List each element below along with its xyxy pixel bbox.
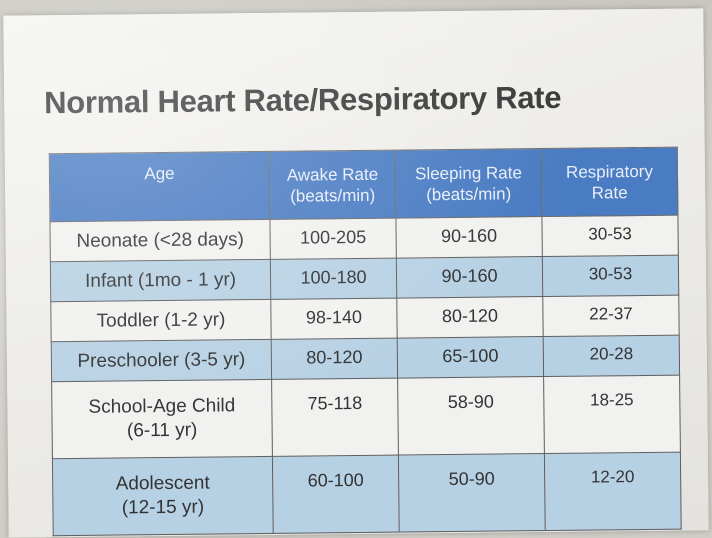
age-text-line-2: (6-11 yr) <box>126 419 198 442</box>
header-respiratory-line-2: Rate <box>591 182 628 203</box>
cell-awake-rate: 100-205 <box>269 218 397 260</box>
age-text-line-2: (12-15 yr) <box>121 496 205 519</box>
table-row-toddler: Toddler (1-2 yr) 98-140 80-120 22-37 <box>50 295 680 342</box>
table-row-school-age: School-Age Child (6-11 yr) 75-118 58-90 … <box>51 375 681 459</box>
laminated-sheet: Normal Heart Rate/Respiratory Rate Age A… <box>3 8 709 538</box>
cell-age: Infant (1mo - 1 yr) <box>50 259 271 302</box>
header-awake-line-2: (beats/min) <box>290 185 376 206</box>
table-header-row: Age Awake Rate (beats/min) Sleeping Rate… <box>49 147 678 222</box>
cell-sleeping-rate: 58-90 <box>397 376 545 456</box>
table-row-neonate: Neonate (<28 days) 100-205 90-160 30-53 <box>49 215 679 262</box>
header-age-line-1: Age <box>144 163 175 184</box>
header-sleeping-rate: Sleeping Rate (beats/min) <box>395 148 542 219</box>
cell-respiratory-rate: 30-53 <box>542 255 679 297</box>
age-text: Toddler (1-2 yr) <box>96 308 226 332</box>
vital-signs-table: Age Awake Rate (beats/min) Sleeping Rate… <box>49 147 682 537</box>
cell-respiratory-rate: 22-37 <box>542 295 680 337</box>
age-text: Infant (1mo - 1 yr) <box>84 268 237 292</box>
cell-awake-rate: 98-140 <box>270 298 398 340</box>
header-respiratory-line-1: Respiratory <box>565 161 653 182</box>
cell-age: Neonate (<28 days) <box>49 219 271 262</box>
cell-sleeping-rate: 50-90 <box>398 453 546 533</box>
page-title: Normal Heart Rate/Respiratory Rate <box>44 79 562 121</box>
cell-awake-rate: 75-118 <box>271 378 399 457</box>
cell-respiratory-rate: 20-28 <box>543 335 680 377</box>
cell-respiratory-rate: 30-53 <box>541 215 679 257</box>
age-text-line-1: School-Age Child <box>88 395 236 418</box>
header-awake-line-1: Awake Rate <box>286 164 379 185</box>
header-awake-rate: Awake Rate (beats/min) <box>269 150 396 220</box>
age-text-line-1: Adolescent <box>115 472 210 495</box>
cell-age: Adolescent (12-15 yr) <box>52 456 274 536</box>
cell-awake-rate: 100-180 <box>270 258 397 300</box>
header-sleeping-line-2: (beats/min) <box>426 183 512 204</box>
cell-sleeping-rate: 80-120 <box>396 296 544 339</box>
header-respiratory-rate: Respiratory Rate <box>541 147 678 217</box>
cell-respiratory-rate: 18-25 <box>543 375 681 454</box>
cell-respiratory-rate: 12-20 <box>544 452 682 531</box>
table-row-adolescent: Adolescent (12-15 yr) 60-100 50-90 12-20 <box>52 452 682 536</box>
table-row-infant: Infant (1mo - 1 yr) 100-180 90-160 30-53 <box>50 255 679 302</box>
header-sleeping-line-1: Sleeping Rate <box>414 162 522 183</box>
header-age: Age <box>49 151 270 222</box>
cell-awake-rate: 80-120 <box>271 338 398 380</box>
cell-age: Toddler (1-2 yr) <box>50 299 272 342</box>
cell-sleeping-rate: 90-160 <box>395 216 543 259</box>
age-text: Preschooler (3-5 yr) <box>77 348 246 372</box>
cell-awake-rate: 60-100 <box>272 455 400 534</box>
cell-age: Preschooler (3-5 yr) <box>51 339 272 382</box>
age-text: Neonate (<28 days) <box>76 228 244 252</box>
table-row-preschooler: Preschooler (3-5 yr) 80-120 65-100 20-28 <box>51 335 680 382</box>
cell-age: School-Age Child (6-11 yr) <box>51 379 273 459</box>
cell-sleeping-rate: 90-160 <box>396 256 543 299</box>
cell-sleeping-rate: 65-100 <box>397 336 544 379</box>
